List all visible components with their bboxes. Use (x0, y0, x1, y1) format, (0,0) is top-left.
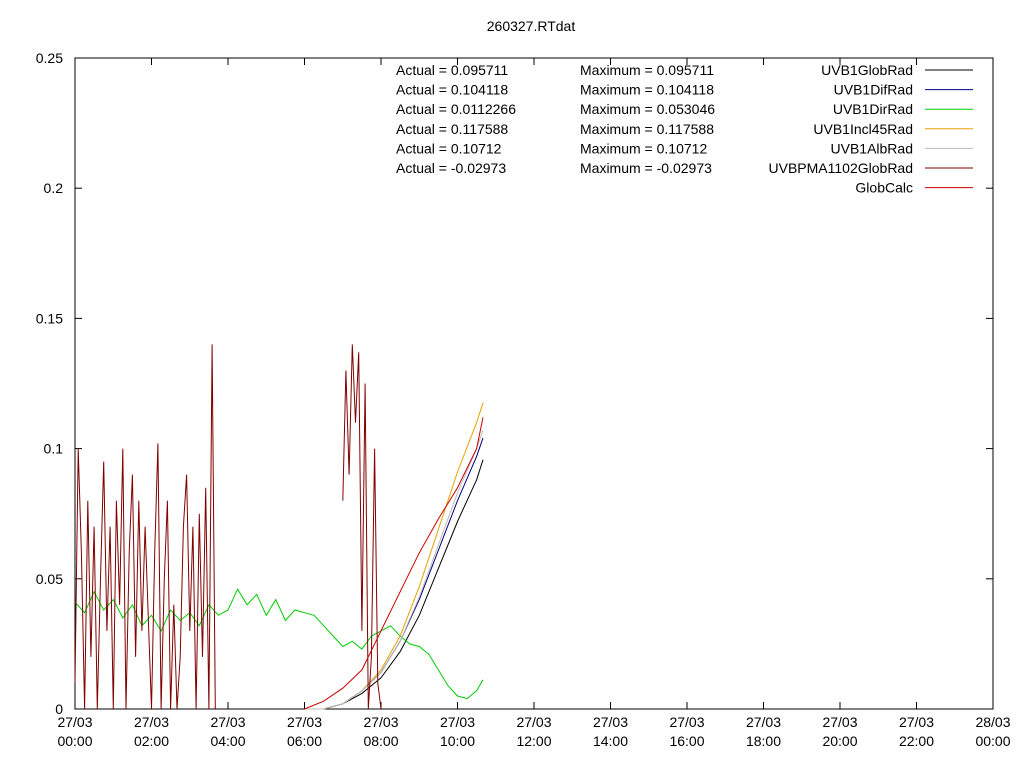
legend-label: UVBPMA1102GlobRad (769, 160, 913, 176)
axis-ticks: 0 0.05 0.1 0.15 0.2 0.25 27/03 00:00 27/03 02:00 2… (36, 50, 1011, 749)
x-tick-label-time: 00:00 (57, 733, 92, 749)
series-lines (74, 344, 484, 710)
annotations: Actual = 0.095711 Actual = 0.104118 Actual… (396, 62, 715, 176)
x-tick-label-time: 14:00 (593, 733, 628, 749)
annotation-maximum: Maximum = 0.10712 (580, 140, 707, 156)
annotation-maximum: Maximum = 0.095711 (580, 62, 714, 78)
y-tick-label: 0.1 (44, 441, 64, 457)
x-tick-label-date: 27/03 (516, 714, 551, 730)
x-tick-label-date: 27/03 (899, 714, 934, 730)
annotation-actual: Actual = 0.10712 (396, 140, 502, 156)
annotation-actual: Actual = 0.095711 (396, 62, 508, 78)
x-tick-label-time: 22:00 (899, 733, 934, 749)
x-tick-label-date: 27/03 (669, 714, 704, 730)
annotation-maximum: Maximum = 0.053046 (580, 101, 715, 117)
legend: UVB1GlobRad UVB1DifRad UVB1DirRad UVB1Incl4… (769, 62, 973, 196)
legend-label: GlobCalc (855, 180, 913, 196)
x-tick-label-date: 27/03 (593, 714, 628, 730)
x-tick-label-date: 27/03 (287, 714, 322, 730)
x-tick-label-date: 27/03 (210, 714, 245, 730)
legend-label: UVB1DirRad (833, 101, 913, 117)
annotation-actual: Actual = -0.02973 (396, 160, 506, 176)
x-tick-label-time: 04:00 (210, 733, 245, 749)
x-tick-label-date: 27/03 (134, 714, 169, 730)
x-tick-label-time: 12:00 (516, 733, 551, 749)
x-tick-label-time: 08:00 (363, 733, 398, 749)
series-line-UVB1DirRad (74, 588, 484, 700)
x-tick-label-time: 18:00 (746, 733, 781, 749)
series-line-UVB1AlbRad (304, 429, 484, 710)
x-tick-label-date: 27/03 (822, 714, 857, 730)
x-tick-label-date: 27/03 (57, 714, 92, 730)
y-tick-label: 0.05 (36, 571, 63, 587)
x-tick-label-time: 16:00 (669, 733, 704, 749)
series-line-GlobCalc (304, 417, 484, 710)
y-tick-label: 0.2 (44, 180, 64, 196)
series-line-UVBPMA1102GlobRad (74, 344, 382, 710)
annotation-actual: Actual = 0.104118 (396, 82, 508, 98)
x-tick-label-time: 20:00 (822, 733, 857, 749)
annotation-maximum: Maximum = 0.117588 (580, 121, 714, 137)
x-tick-label-date: 27/03 (440, 714, 475, 730)
legend-label: UVB1Incl45Rad (813, 121, 913, 137)
chart-title: 260327.RTdat (487, 18, 576, 34)
legend-label: UVB1DifRad (834, 82, 913, 98)
x-tick-label-time: 02:00 (134, 733, 169, 749)
x-tick-label-date: 27/03 (363, 714, 398, 730)
annotation-maximum: Maximum = -0.02973 (580, 160, 712, 176)
y-tick-label: 0.25 (36, 50, 63, 66)
y-tick-label: 0 (55, 701, 63, 717)
annotation-maximum: Maximum = 0.104118 (580, 82, 714, 98)
series-line-UVB1Incl45Rad (304, 402, 484, 710)
x-tick-label-time: 00:00 (975, 733, 1010, 749)
series-line-UVB1DifRad (304, 437, 484, 710)
x-tick-label-date: 28/03 (975, 714, 1010, 730)
annotation-actual: Actual = 0.0112266 (396, 101, 516, 117)
annotation-actual: Actual = 0.117588 (396, 121, 508, 137)
y-tick-label: 0.15 (36, 310, 63, 326)
x-tick-label-time: 06:00 (287, 733, 322, 749)
x-tick-label-date: 27/03 (746, 714, 781, 730)
legend-label: UVB1GlobRad (821, 62, 913, 78)
legend-label: UVB1AlbRad (831, 140, 914, 156)
x-tick-label-time: 10:00 (440, 733, 475, 749)
